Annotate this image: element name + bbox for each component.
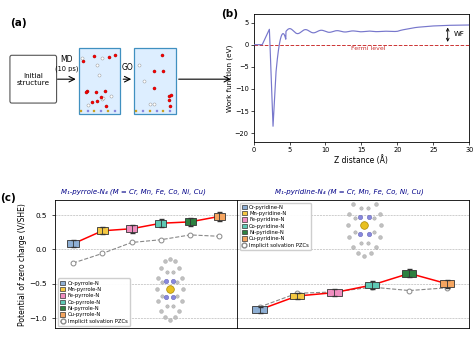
Text: M₁-pyridine-N₄ (M = Cr, Mn, Fe, Co, Ni, Cu): M₁-pyridine-N₄ (M = Cr, Mn, Fe, Co, Ni, …	[275, 188, 424, 195]
FancyBboxPatch shape	[290, 293, 304, 300]
FancyBboxPatch shape	[97, 227, 108, 234]
Text: Fermi level: Fermi level	[351, 46, 385, 51]
FancyBboxPatch shape	[402, 270, 417, 277]
FancyBboxPatch shape	[134, 48, 176, 114]
Legend: Cr-pyridine-N, Mn-pyridine-N, Fe-pyridine-N, Co-pyridine-N, Ni-pyridine-N, Cu-py: Cr-pyridine-N, Mn-pyridine-N, Fe-pyridin…	[240, 202, 311, 250]
FancyBboxPatch shape	[67, 240, 79, 247]
Text: Initial
structure: Initial structure	[17, 73, 50, 86]
Text: M₁-pyrrole-N₄ (M = Cr, Mn, Fe, Co, Ni, Cu): M₁-pyrrole-N₄ (M = Cr, Mn, Fe, Co, Ni, C…	[61, 188, 206, 195]
FancyBboxPatch shape	[253, 306, 267, 313]
FancyBboxPatch shape	[79, 48, 120, 114]
Text: (a): (a)	[10, 17, 27, 28]
Text: WF: WF	[454, 31, 465, 37]
FancyBboxPatch shape	[10, 55, 56, 103]
FancyBboxPatch shape	[365, 281, 379, 289]
Text: (b): (b)	[221, 9, 238, 18]
Text: (c): (c)	[0, 194, 16, 203]
Legend: Cr-pyrrole-N, Mn-pyrrole-N, Fe-pyrrole-N, Co-pyrrole-N, Ni-pyrrole-N, Cu-pyrrole: Cr-pyrrole-N, Mn-pyrrole-N, Fe-pyrrole-N…	[58, 278, 129, 326]
Y-axis label: Work function (eV): Work function (eV)	[226, 44, 233, 111]
X-axis label: Z distance (Å): Z distance (Å)	[335, 155, 388, 165]
FancyBboxPatch shape	[440, 280, 454, 287]
FancyBboxPatch shape	[126, 225, 137, 232]
Text: MD: MD	[60, 55, 73, 64]
FancyBboxPatch shape	[214, 213, 225, 220]
FancyBboxPatch shape	[185, 219, 196, 225]
Y-axis label: Potential of zero charge (V/SHE): Potential of zero charge (V/SHE)	[18, 203, 27, 326]
Text: GO: GO	[121, 63, 133, 72]
FancyBboxPatch shape	[155, 220, 166, 227]
FancyBboxPatch shape	[328, 289, 342, 296]
Text: (10 ps): (10 ps)	[55, 66, 78, 72]
